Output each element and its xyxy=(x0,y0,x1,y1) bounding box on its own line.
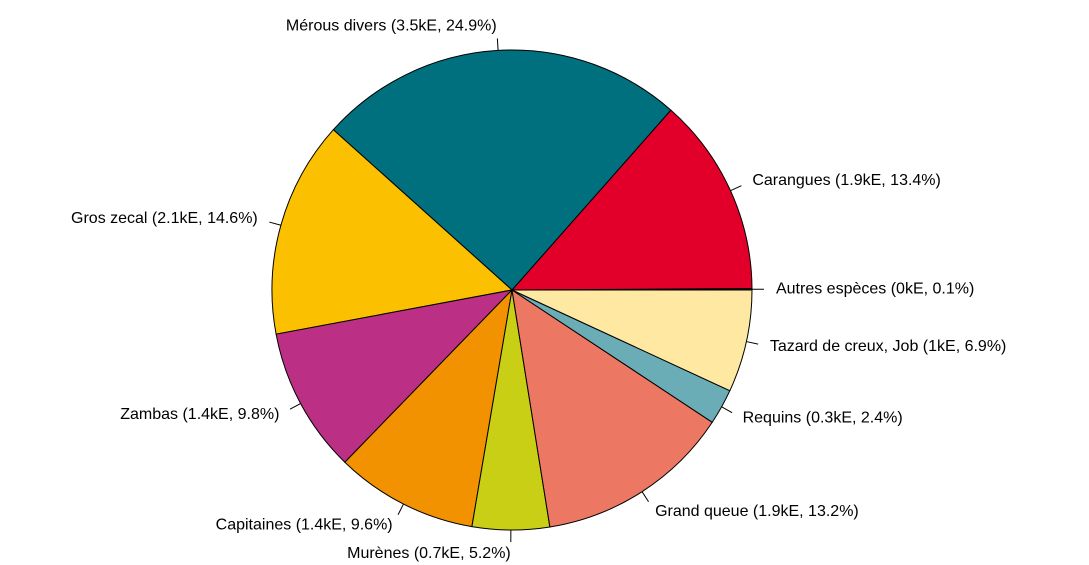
slice-label: Gros zecal (2.1kE, 14.6%) xyxy=(71,210,258,227)
slice-label: Tazard de creux, Job (1kE, 6.9%) xyxy=(770,338,1007,355)
slice-label: Grand queue (1.9kE, 13.2%) xyxy=(655,503,859,520)
slice-label: Requins (0.3kE, 2.4%) xyxy=(743,410,903,427)
slice-label: Capitaines (1.4kE, 9.6%) xyxy=(216,517,393,534)
slice-label: Carangues (1.9kE, 13.4%) xyxy=(752,172,941,189)
label-tick xyxy=(721,406,733,414)
pie-slice xyxy=(271,129,514,335)
label-tick xyxy=(641,491,649,503)
label-tick xyxy=(730,185,742,192)
slice-label: Autres espèces (0kE, 0.1%) xyxy=(776,280,974,297)
pie-slice xyxy=(511,289,753,392)
slice-label: Zambas (1.4kE, 9.8%) xyxy=(120,406,279,423)
pie-slice xyxy=(510,109,753,291)
label-tick xyxy=(746,341,759,345)
pie-slice xyxy=(511,288,713,528)
slice-label: Mérous divers (3.5kE, 24.9%) xyxy=(286,18,497,35)
label-tick xyxy=(496,38,499,51)
pie-slice xyxy=(332,49,672,291)
slice-label: Murènes (0.7kE, 5.2%) xyxy=(347,545,511,562)
label-tick xyxy=(397,503,404,515)
label-tick xyxy=(269,221,282,226)
label-tick xyxy=(289,403,301,410)
